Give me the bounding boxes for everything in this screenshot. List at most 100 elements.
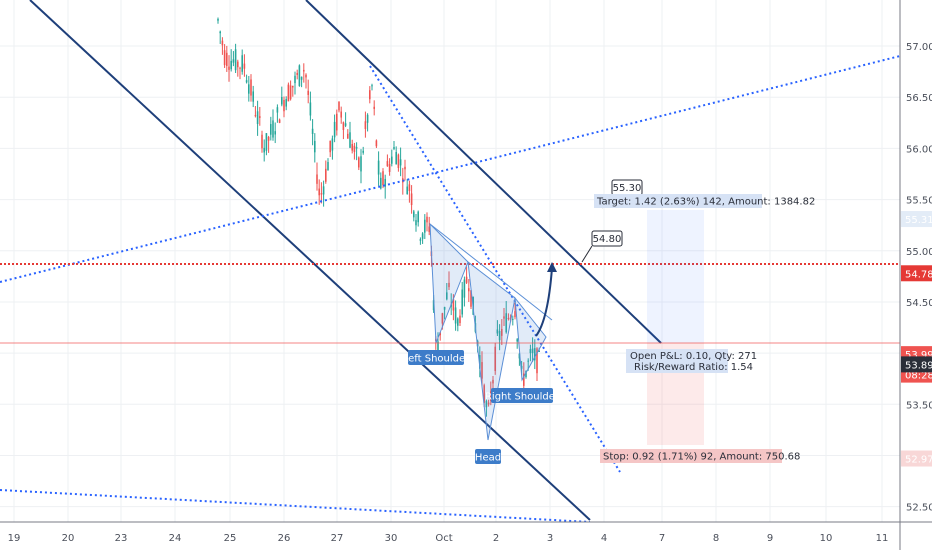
candle-body xyxy=(395,152,397,165)
candle-body xyxy=(232,59,235,63)
candle-body xyxy=(428,226,430,232)
price-tag-label: 55.31 xyxy=(905,215,932,226)
candle-body xyxy=(498,331,501,341)
candle-body xyxy=(507,317,510,319)
candle-body xyxy=(314,140,316,153)
candle-body xyxy=(355,146,358,149)
candle-body xyxy=(388,164,391,172)
grid-lines xyxy=(0,0,900,522)
y-tick-label: 53.50 xyxy=(906,400,932,411)
candle-body xyxy=(287,84,290,102)
x-tick-label: Oct xyxy=(435,533,452,544)
candle-body xyxy=(364,121,367,129)
candle-body xyxy=(221,40,224,46)
target-info-box[interactable] xyxy=(594,194,762,208)
candle-body xyxy=(250,79,252,96)
head-shoulders-left-fill xyxy=(429,222,469,344)
candle-body xyxy=(237,61,239,68)
dotted-falling-trendline[interactable] xyxy=(369,65,621,473)
candle-body xyxy=(340,111,342,118)
candle-body xyxy=(384,178,386,187)
channel-lower-line[interactable] xyxy=(29,0,591,521)
candle-body xyxy=(413,211,415,218)
candle-body xyxy=(351,143,353,151)
x-tick-label: 7 xyxy=(659,533,665,544)
candle-body xyxy=(410,193,413,206)
price-tag xyxy=(901,356,932,373)
callout-pointer xyxy=(581,245,593,263)
pnl-info: Open P&L: 0.10, Qty: 271 xyxy=(630,351,757,362)
candle-body xyxy=(327,162,329,171)
candle-body xyxy=(223,50,226,66)
candle-body xyxy=(531,348,534,353)
channel-upper-line[interactable] xyxy=(305,0,662,344)
x-tick-label: 23 xyxy=(115,533,128,544)
candle-body xyxy=(399,159,402,166)
y-tick-label: 56.50 xyxy=(906,93,932,104)
x-tick-label: 30 xyxy=(385,533,398,544)
candle-body xyxy=(494,346,496,371)
candle-body xyxy=(329,140,331,153)
price-tag xyxy=(901,450,932,467)
candle-body xyxy=(311,128,314,135)
candle-body xyxy=(483,385,485,403)
candle-body xyxy=(514,311,516,318)
candle-body xyxy=(448,282,450,288)
price-tag-label: 52.97 xyxy=(905,455,932,466)
candle-body xyxy=(419,239,422,241)
drawing-tools[interactable] xyxy=(0,0,901,523)
stop-info-box[interactable] xyxy=(600,449,782,463)
candle-body xyxy=(252,91,254,102)
candle-body xyxy=(333,121,336,138)
candle-body xyxy=(371,85,373,87)
neckline[interactable] xyxy=(429,223,553,321)
candle-body xyxy=(459,315,461,324)
candle-body xyxy=(307,90,309,95)
candle-body xyxy=(305,74,307,78)
candle-body xyxy=(487,402,490,405)
pnl-info-box[interactable] xyxy=(626,349,728,373)
x-tick-label: 3 xyxy=(547,533,553,544)
candle-body xyxy=(534,348,536,361)
candle-body xyxy=(375,140,378,147)
pattern-label-box[interactable] xyxy=(408,350,464,365)
candle-body xyxy=(336,113,338,131)
candle-body xyxy=(461,289,463,315)
x-tick-label: 24 xyxy=(169,533,182,544)
price-tag xyxy=(901,265,932,282)
time-axis-bg[interactable] xyxy=(0,522,932,550)
candle-body xyxy=(457,318,459,326)
target-info: Target: 1.42 (2.63%) 142, Amount: 1384.8… xyxy=(596,197,815,208)
candle-body xyxy=(226,52,228,66)
candle-body xyxy=(470,290,472,307)
candle-body xyxy=(353,145,356,152)
target-zone[interactable] xyxy=(647,210,704,343)
candle-body xyxy=(426,216,428,223)
y-tick-label: 55.00 xyxy=(906,247,932,258)
candle-body xyxy=(248,84,250,94)
price-callout-box[interactable] xyxy=(591,230,623,247)
pattern-label: Left Shoulder xyxy=(403,354,470,365)
candle-body xyxy=(529,349,532,354)
candle-body xyxy=(274,131,276,135)
candle-body xyxy=(294,75,296,84)
candle-body xyxy=(421,233,424,239)
candle-body xyxy=(468,288,470,292)
candle-body xyxy=(289,85,292,100)
candle-body xyxy=(523,373,525,386)
candle-body xyxy=(380,177,382,189)
pattern-label-box[interactable] xyxy=(475,449,501,464)
candle-body xyxy=(300,76,303,80)
y-tick-label: 57.00 xyxy=(906,42,932,53)
breakout-arrow[interactable] xyxy=(535,267,553,337)
candle-body xyxy=(437,341,439,351)
y-tick-label: 54.50 xyxy=(906,298,932,309)
candle-body xyxy=(217,18,219,21)
pattern-label-box[interactable] xyxy=(491,388,553,403)
candle-body xyxy=(344,123,347,126)
dotted-bottom-trendline[interactable] xyxy=(0,489,591,523)
candle-body xyxy=(245,80,248,83)
candle-body xyxy=(382,171,384,186)
x-tick-label: 10 xyxy=(820,533,833,544)
